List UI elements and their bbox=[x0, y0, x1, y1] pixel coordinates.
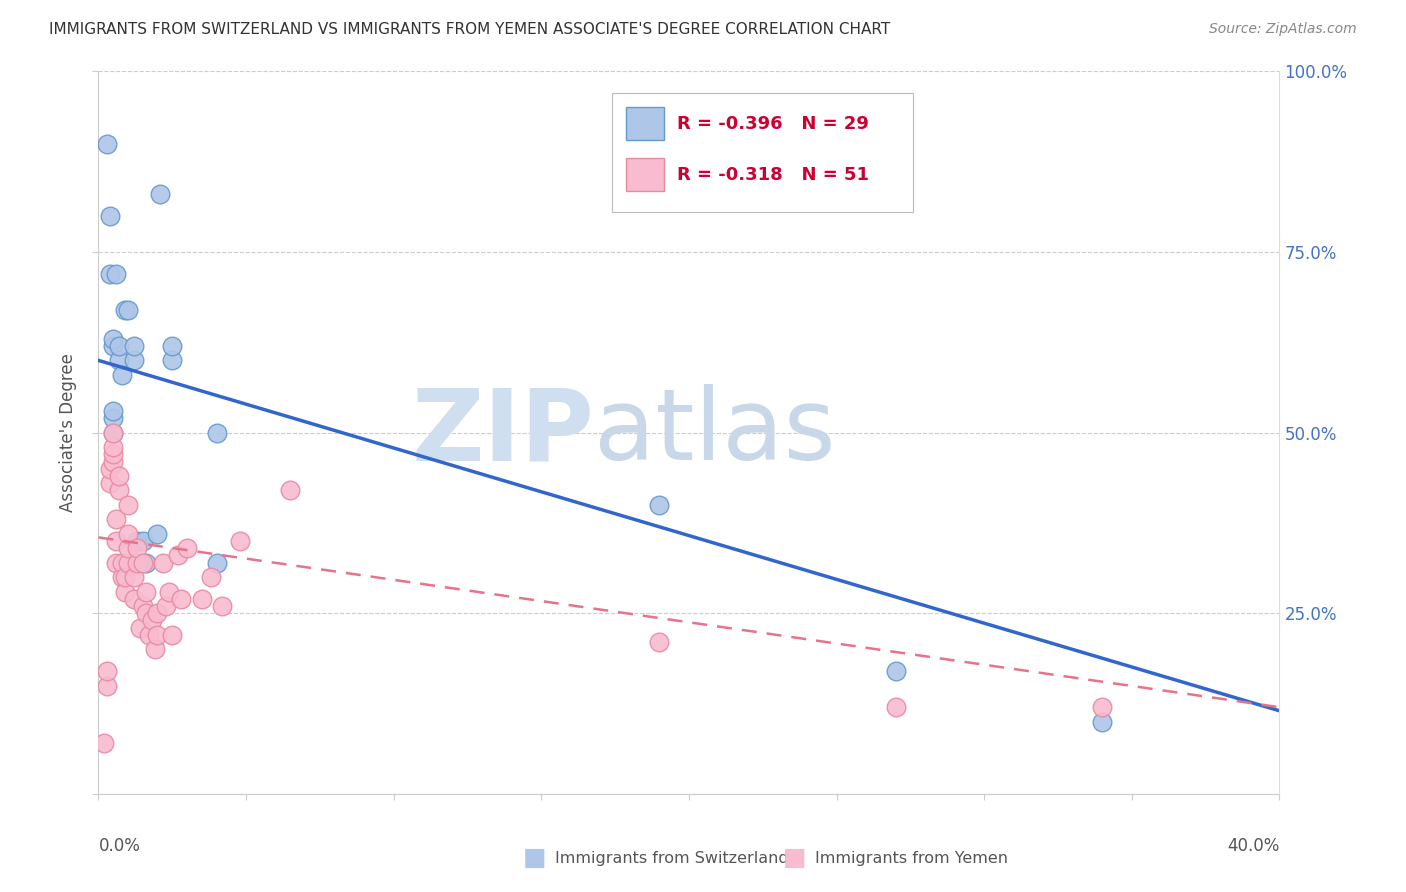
Point bbox=[111, 368, 134, 382]
Point bbox=[122, 591, 145, 606]
Point bbox=[117, 302, 139, 317]
Point bbox=[103, 332, 125, 346]
Text: atlas: atlas bbox=[595, 384, 837, 481]
Point bbox=[125, 556, 148, 570]
Point bbox=[122, 339, 145, 353]
Point bbox=[117, 541, 139, 556]
Point bbox=[132, 599, 155, 613]
Text: R = -0.396   N = 29: R = -0.396 N = 29 bbox=[678, 115, 869, 133]
FancyBboxPatch shape bbox=[626, 108, 664, 140]
Text: ■: ■ bbox=[783, 847, 806, 870]
Point bbox=[132, 556, 155, 570]
Point bbox=[205, 425, 228, 440]
Point bbox=[162, 628, 183, 642]
Point bbox=[105, 556, 128, 570]
Point bbox=[98, 476, 121, 491]
Point bbox=[105, 512, 128, 526]
Point bbox=[105, 267, 128, 281]
Point bbox=[138, 628, 160, 642]
Point bbox=[146, 607, 169, 621]
Text: 0.0%: 0.0% bbox=[98, 838, 141, 855]
Point bbox=[162, 353, 183, 368]
Text: ■: ■ bbox=[523, 847, 546, 870]
Text: ZIP: ZIP bbox=[412, 384, 595, 481]
Point bbox=[191, 591, 214, 606]
Point bbox=[98, 209, 121, 223]
Point bbox=[157, 584, 180, 599]
Point bbox=[108, 483, 131, 498]
Point bbox=[280, 483, 302, 498]
Point bbox=[135, 607, 157, 621]
Point bbox=[98, 462, 121, 476]
Point bbox=[117, 498, 139, 512]
Point bbox=[103, 425, 125, 440]
Point bbox=[96, 664, 118, 678]
Point bbox=[125, 541, 148, 556]
Point bbox=[1091, 700, 1114, 714]
Point bbox=[211, 599, 233, 613]
Point bbox=[205, 556, 228, 570]
Point bbox=[132, 533, 155, 548]
Point bbox=[135, 556, 157, 570]
Text: Source: ZipAtlas.com: Source: ZipAtlas.com bbox=[1209, 22, 1357, 37]
Text: Immigrants from Switzerland: Immigrants from Switzerland bbox=[555, 851, 789, 865]
Point bbox=[117, 526, 139, 541]
Point bbox=[103, 447, 125, 461]
Point bbox=[114, 570, 136, 584]
Point bbox=[111, 556, 134, 570]
Point bbox=[146, 628, 169, 642]
Point bbox=[122, 353, 145, 368]
Y-axis label: Associate's Degree: Associate's Degree bbox=[59, 353, 77, 512]
Point bbox=[114, 302, 136, 317]
Point bbox=[117, 556, 139, 570]
Point bbox=[162, 339, 183, 353]
Text: IMMIGRANTS FROM SWITZERLAND VS IMMIGRANTS FROM YEMEN ASSOCIATE'S DEGREE CORRELAT: IMMIGRANTS FROM SWITZERLAND VS IMMIGRANT… bbox=[49, 22, 890, 37]
Point bbox=[1091, 714, 1114, 729]
FancyBboxPatch shape bbox=[626, 158, 664, 191]
Point bbox=[141, 614, 163, 628]
FancyBboxPatch shape bbox=[612, 93, 914, 212]
Point bbox=[122, 570, 145, 584]
Point bbox=[103, 440, 125, 454]
Point bbox=[229, 533, 252, 548]
Point bbox=[103, 454, 125, 468]
Point bbox=[108, 469, 131, 483]
Point bbox=[103, 425, 125, 440]
Point bbox=[167, 549, 190, 563]
Point bbox=[200, 570, 222, 584]
Point bbox=[108, 339, 131, 353]
Point bbox=[152, 556, 174, 570]
Point bbox=[114, 584, 136, 599]
Point bbox=[93, 736, 115, 750]
Point bbox=[135, 584, 157, 599]
Point bbox=[108, 353, 131, 368]
Point bbox=[96, 136, 118, 151]
Point bbox=[648, 498, 671, 512]
Point bbox=[143, 642, 166, 657]
Point bbox=[155, 599, 177, 613]
Point bbox=[125, 533, 148, 548]
Point bbox=[103, 411, 125, 425]
Point bbox=[128, 621, 150, 635]
Point bbox=[103, 339, 125, 353]
Point bbox=[105, 533, 128, 548]
Point bbox=[149, 187, 172, 202]
Point bbox=[96, 678, 118, 692]
Point bbox=[176, 541, 198, 556]
Point bbox=[884, 664, 907, 678]
Point bbox=[103, 404, 125, 418]
Point bbox=[648, 635, 671, 649]
Text: 40.0%: 40.0% bbox=[1227, 838, 1279, 855]
Point bbox=[98, 267, 121, 281]
Point bbox=[111, 570, 134, 584]
Text: R = -0.318   N = 51: R = -0.318 N = 51 bbox=[678, 166, 869, 184]
Point bbox=[146, 526, 169, 541]
Text: Immigrants from Yemen: Immigrants from Yemen bbox=[815, 851, 1008, 865]
Point bbox=[170, 591, 193, 606]
Point bbox=[884, 700, 907, 714]
